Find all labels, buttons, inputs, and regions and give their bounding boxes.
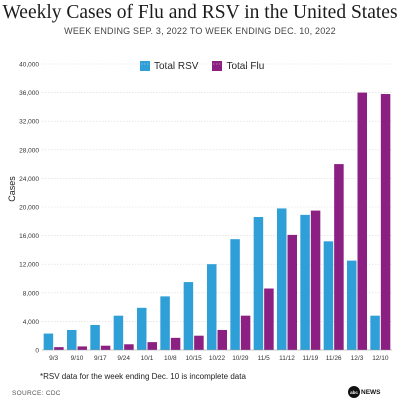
y-tick-label: 32,000 [19,119,39,126]
news-wordmark: NEWS [361,388,381,396]
bar-rsv [230,239,240,350]
y-tick-label: 20,000 [19,205,39,212]
x-tick-label: 9/17 [94,355,107,362]
bar-rsv [137,307,147,350]
bar-rsv [90,324,100,350]
bar-flu [380,94,391,350]
bar-flu [357,92,367,350]
bar-flu [334,164,344,350]
x-tick-label: 11/5 [258,355,271,362]
bar-flu [217,329,227,350]
bar-flu [264,288,274,350]
y-tick-label: 36,000 [19,90,39,97]
bar-flu [170,337,181,350]
x-tick-label: 10/29 [232,355,249,362]
bar-rsv [43,333,54,350]
y-tick-label: 8,000 [23,290,40,297]
bar-rsv [323,241,334,350]
x-tick-label: 10/22 [209,355,226,362]
x-tick-label: 9/3 [49,355,58,362]
legend-label-rsv: Total RSV [154,60,199,72]
y-tick-label: 0 [35,348,39,355]
y-tick-label: 24,000 [19,176,39,183]
x-tick-label: 9/24 [117,355,130,362]
chart-subtitle: WEEK ENDING SEP. 3, 2022 TO WEEK ENDING … [64,26,336,36]
legend-swatch-flu [212,61,223,71]
abc-logo-mark: abc [348,386,360,398]
bar-flu [194,335,204,350]
bar-rsv [67,329,77,350]
bar-flu [147,342,157,350]
source-label: SOURCE: CDC [12,390,61,397]
bar-rsv [277,208,287,350]
y-tick-label: 4,000 [23,319,40,326]
y-tick-label: 40,000 [19,62,39,69]
legend-label-flu: Total Flu [226,60,265,72]
x-tick-label: 9/10 [71,355,84,362]
abc-news-logo: abc NEWS [348,386,381,398]
y-tick-label: 12,000 [19,262,39,269]
x-tick-label: 10/1 [141,355,154,362]
bar-rsv [253,217,264,350]
bar-rsv [207,264,217,350]
bar-flu [54,347,64,350]
y-tick-label: 28,000 [19,147,39,154]
bar-flu [240,315,251,350]
x-tick-label: 11/19 [302,355,318,362]
x-tick-label: 10/8 [164,355,177,362]
legend-item-flu: Total Flu [212,61,264,72]
bar-flu [124,344,134,350]
x-tick-label: 12/10 [372,355,389,362]
legend-item-rsv: Total RSV [140,61,198,72]
y-tick-label: 16,000 [19,233,39,240]
bar-flu [100,345,111,350]
footnote: *RSV data for the week ending Dec. 10 is… [40,372,246,381]
bar-rsv [300,214,310,350]
bar-rsv [370,315,380,350]
bar-flu [310,210,321,350]
legend-swatch-rsv [140,61,150,71]
bar-rsv [160,296,170,350]
x-tick-label: 11/12 [279,355,295,362]
bar-rsv [183,282,194,350]
bar-flu [77,346,87,350]
bar-rsv [347,260,357,350]
chart-legend: Total RSV Total Flu [140,60,278,72]
x-tick-label: 10/15 [186,355,203,362]
bar-rsv [113,315,124,350]
x-tick-label: 11/26 [326,355,342,362]
x-tick-label: 12/3 [351,355,364,362]
bar-flu [287,234,297,350]
chart-title: Weekly Cases of Flu and RSV in the Unite… [2,2,398,23]
